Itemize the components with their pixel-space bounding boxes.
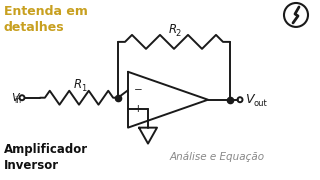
Text: 2: 2 — [176, 29, 181, 38]
Text: −: − — [134, 85, 143, 95]
Text: V: V — [245, 93, 253, 106]
Text: 1: 1 — [81, 84, 86, 93]
Text: V: V — [12, 93, 19, 103]
Text: +: + — [134, 104, 143, 114]
Text: R: R — [169, 23, 177, 36]
Text: Entenda em
detalhes: Entenda em detalhes — [4, 5, 88, 34]
Text: out: out — [253, 99, 267, 108]
Text: Amplificador
Inversor: Amplificador Inversor — [4, 143, 88, 172]
Text: R: R — [74, 78, 82, 91]
Text: in: in — [14, 96, 21, 105]
Text: Análise e Equação: Análise e Equação — [170, 152, 265, 162]
